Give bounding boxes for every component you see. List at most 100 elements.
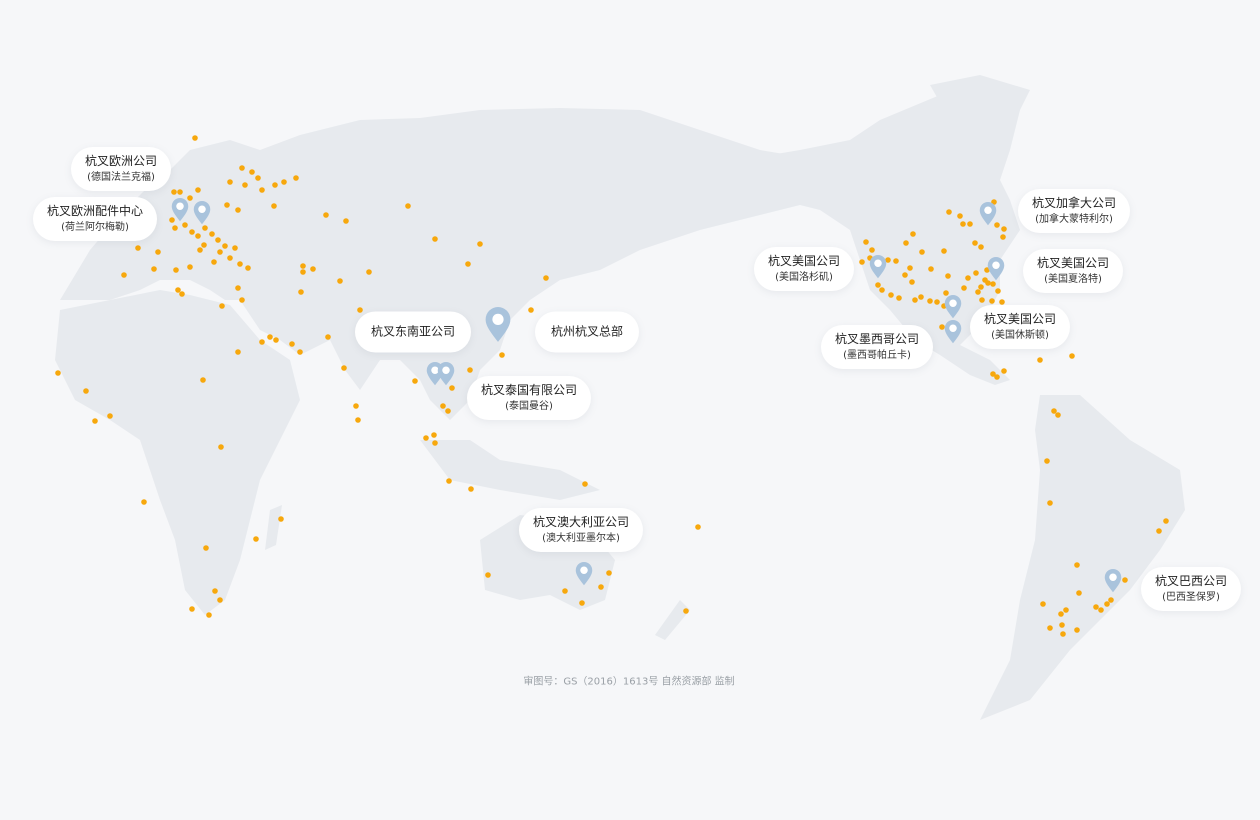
dealer-dot — [201, 242, 207, 248]
dealer-dot — [300, 269, 306, 275]
dealer-dot — [477, 241, 483, 247]
location-pin-icon[interactable] — [575, 562, 593, 586]
dealer-dot — [141, 499, 147, 505]
office-label-australia[interactable]: 杭叉澳大利亚公司 (澳大利亚墨尔本) — [518, 508, 644, 552]
office-label-usa-los-angeles[interactable]: 杭叉美国公司 (美国洛杉矶) — [753, 247, 855, 291]
dealer-dot — [235, 349, 241, 355]
dealer-dot — [187, 195, 193, 201]
dealer-dot — [1001, 368, 1007, 374]
dealer-dot — [343, 218, 349, 224]
dealer-dot — [967, 221, 973, 227]
dealer-dot — [235, 285, 241, 291]
dealer-dot — [912, 297, 918, 303]
dealer-dot — [1074, 562, 1080, 568]
location-pin-icon[interactable] — [944, 295, 962, 319]
dealer-dot — [978, 244, 984, 250]
office-label-europe[interactable]: 杭叉欧洲公司 (德国法兰克福) — [70, 147, 172, 191]
office-name: 杭叉欧洲公司 — [84, 154, 158, 168]
dealer-dot — [440, 403, 446, 409]
office-label-thailand[interactable]: 杭叉泰国有限公司 (泰国曼谷) — [466, 376, 592, 420]
dealer-dot — [235, 207, 241, 213]
dealer-dot — [990, 281, 996, 287]
location-pin-icon[interactable] — [869, 255, 887, 279]
office-label-usa-houston[interactable]: 杭叉美国公司 (美国休斯顿) — [969, 305, 1071, 349]
dealer-dot — [187, 264, 193, 270]
office-label-canada[interactable]: 杭叉加拿大公司 (加拿大蒙特利尔) — [1017, 189, 1131, 233]
dealer-dot — [965, 275, 971, 281]
office-name: 杭叉巴西公司 — [1154, 574, 1228, 588]
dealer-dot — [267, 334, 273, 340]
dealer-dot — [957, 213, 963, 219]
dealer-dot — [281, 179, 287, 185]
dealer-dot — [217, 249, 223, 255]
dealer-dot — [985, 280, 991, 286]
dealer-dot — [249, 169, 255, 175]
dealer-dots — [55, 135, 1169, 637]
dealer-dot — [991, 199, 997, 205]
location-pin-icon[interactable] — [193, 201, 211, 225]
office-city: (泰国曼谷) — [505, 401, 553, 412]
dealer-dot — [445, 408, 451, 414]
dealer-dot — [1108, 597, 1114, 603]
dealer-dot — [432, 236, 438, 242]
office-label-europe-parts[interactable]: 杭叉欧洲配件中心 (荷兰阿尔梅勒) — [32, 197, 158, 241]
dealer-dot — [227, 255, 233, 261]
dealer-dot — [135, 245, 141, 251]
dealer-dot — [206, 612, 212, 618]
office-label-mexico[interactable]: 杭叉墨西哥公司 (墨西哥帕丘卡) — [820, 325, 934, 369]
dealer-dot — [909, 279, 915, 285]
location-pin-icon[interactable] — [437, 362, 455, 386]
dealer-dot — [960, 221, 966, 227]
location-pin-icon[interactable] — [987, 257, 1005, 281]
dealer-dot — [485, 572, 491, 578]
continents — [55, 75, 1185, 720]
location-pin-icon[interactable] — [979, 202, 997, 226]
dealer-dot — [298, 289, 304, 295]
dealer-dot — [543, 275, 549, 281]
dealer-dot — [972, 240, 978, 246]
dealer-dot — [431, 432, 437, 438]
dealer-dot — [278, 516, 284, 522]
dealer-dot — [903, 240, 909, 246]
office-name: 杭叉东南亚公司 — [370, 324, 456, 339]
dealer-dot — [939, 324, 945, 330]
dealer-dot — [227, 179, 233, 185]
dealer-dot — [449, 385, 455, 391]
office-name: 杭叉美国公司 — [767, 254, 841, 268]
location-pin-icon[interactable] — [944, 320, 962, 344]
dealer-dot — [195, 187, 201, 193]
dealer-dot — [92, 418, 98, 424]
office-label-brazil[interactable]: 杭叉巴西公司 (巴西圣保罗) — [1140, 567, 1242, 611]
dealer-dot — [973, 270, 979, 276]
dealer-dot — [337, 278, 343, 284]
dealer-dot — [934, 299, 940, 305]
location-pin-icon[interactable] — [1104, 569, 1122, 593]
dealer-dot — [237, 261, 243, 267]
dealer-dot — [366, 269, 372, 275]
dealer-dot — [1104, 601, 1110, 607]
dealer-dot — [1093, 604, 1099, 610]
dealer-dot — [893, 258, 899, 264]
dealer-dot — [1063, 607, 1069, 613]
dealer-dot — [1047, 625, 1053, 631]
dealer-dot — [209, 231, 215, 237]
office-label-southeast-asia[interactable]: 杭叉东南亚公司 — [354, 311, 472, 353]
dealer-dot — [357, 307, 363, 313]
dealer-dot — [943, 290, 949, 296]
dealer-dot — [177, 189, 183, 195]
dealer-dot — [902, 272, 908, 278]
location-pin-icon[interactable] — [484, 307, 512, 343]
dealer-dot — [499, 352, 505, 358]
office-label-usa-charlotte[interactable]: 杭叉美国公司 (美国夏洛特) — [1022, 249, 1124, 293]
dealer-dot — [155, 249, 161, 255]
dealer-dot — [1058, 611, 1064, 617]
dealer-dot — [55, 370, 61, 376]
dealer-dot — [432, 440, 438, 446]
dealer-dot — [192, 135, 198, 141]
location-pin-icon[interactable] — [171, 198, 189, 222]
dealer-dot — [946, 209, 952, 215]
dealer-dot — [994, 222, 1000, 228]
office-label-headquarters[interactable]: 杭州杭叉总部 — [534, 311, 640, 353]
dealer-dot — [195, 233, 201, 239]
